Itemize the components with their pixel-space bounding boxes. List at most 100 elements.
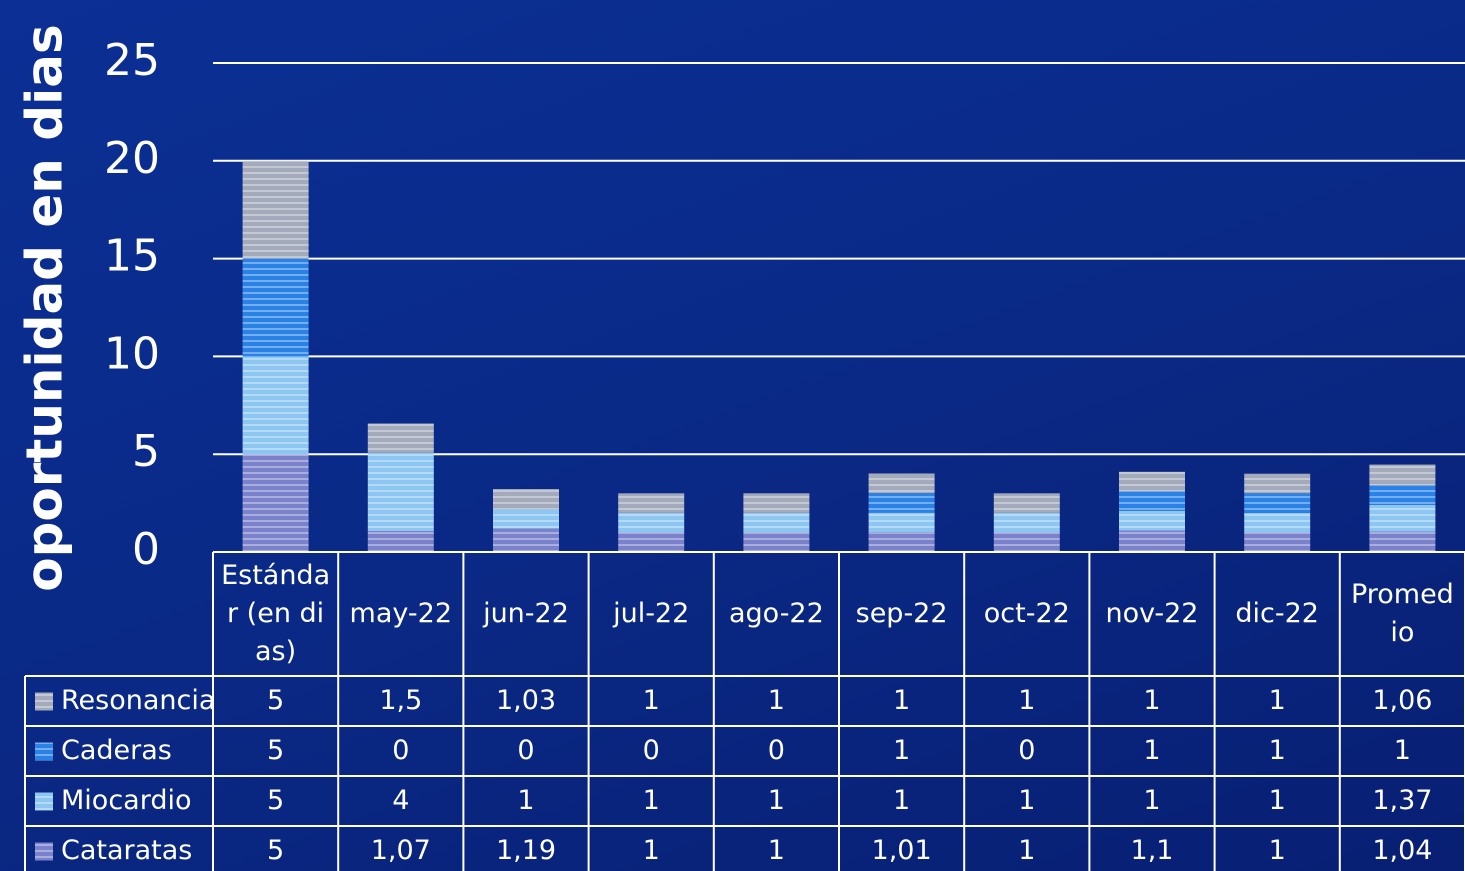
table-value: 1 [1018,685,1035,716]
table-value: 1 [768,785,785,816]
y-tick-label: 10 [104,328,160,379]
bar-segment [493,509,559,529]
bar-segment [1119,511,1185,531]
table-value: 1 [643,835,660,866]
table-value: 1 [1018,835,1035,866]
table-value: 1 [768,685,785,716]
table-value: 1 [1269,785,1286,816]
y-axis-title: oportunidad en dias [16,24,74,591]
bar-segment [994,513,1060,533]
table-value: 5 [267,735,284,766]
bar-segment [743,493,809,513]
bar-segment [1119,491,1185,511]
table-value: 1 [1269,735,1286,766]
bar-segment [368,423,434,452]
y-tick-label: 5 [132,426,160,477]
bar-segment [994,493,1060,513]
legend-swatch [35,743,53,761]
bar-segment [1369,485,1435,505]
table-value: 4 [392,785,409,816]
bar-segment [869,513,935,533]
table-value: 1 [893,685,910,716]
bar-segment [1369,465,1435,486]
bar-segment [618,493,684,513]
table-value: 1,5 [379,685,422,716]
table-value: 1,01 [872,835,932,866]
legend-label: Resonancia [61,685,215,716]
y-tick-label: 15 [104,231,160,282]
category-label: Promedio [1340,552,1465,676]
category-label: sep-22 [839,552,964,676]
bar-segment [243,161,309,259]
chart: oportunidad en dias 0510152025Resonancia… [0,0,1465,871]
bar-segment [1119,472,1185,492]
category-label: dic-22 [1215,552,1340,676]
y-tick-label: 20 [104,133,160,184]
bar-segment [618,532,684,552]
table-value: 1 [643,685,660,716]
table-value: 1,03 [496,685,556,716]
table-value: 0 [643,735,660,766]
bar-segment [493,529,559,552]
table-value: 1 [893,785,910,816]
table-value: 1,04 [1372,835,1432,866]
legend-label: Cataratas [61,835,192,866]
table-value: 5 [267,685,284,716]
legend-swatch [35,843,53,861]
bar-segment [493,489,559,509]
table-value: 1 [517,785,534,816]
bar-segment [243,454,309,552]
bar-segment [1244,474,1310,494]
legend-swatch [35,693,53,711]
table-value: 1,19 [496,835,556,866]
table-value: 1,07 [371,835,431,866]
table-value: 0 [768,735,785,766]
bar-segment [1369,532,1435,552]
table-value: 5 [267,785,284,816]
table-value: 1 [1269,685,1286,716]
table-value: 1,06 [1372,685,1432,716]
bar-segment [869,493,935,513]
category-label: Estándar (en dias) [213,552,338,676]
category-label: nov-22 [1089,552,1214,676]
table-value: 1 [1394,735,1411,766]
bar-segment [743,513,809,533]
legend-label: Miocardio [61,785,192,816]
table-value: 0 [1018,735,1035,766]
table-value: 1 [1269,835,1286,866]
bar-segment [869,474,935,494]
table-value: 5 [267,835,284,866]
bar-segment [1244,493,1310,513]
table-value: 1 [1143,735,1160,766]
legend-swatch [35,793,53,811]
bar-segment [1244,532,1310,552]
y-tick-label: 0 [132,524,160,575]
bar-segment [994,532,1060,552]
category-label: oct-22 [964,552,1089,676]
table-value: 1 [1143,685,1160,716]
table-value: 0 [392,735,409,766]
table-value: 1 [1018,785,1035,816]
category-label: jul-22 [589,552,714,676]
table-value: 1 [643,785,660,816]
category-label: jun-22 [463,552,588,676]
table-value: 1 [768,835,785,866]
bar-segment [618,513,684,533]
bar-segment [243,259,309,357]
bar-segment [869,532,935,552]
table-value: 1,37 [1372,785,1432,816]
category-label: may-22 [338,552,463,676]
legend-label: Caderas [61,735,172,766]
category-label: ago-22 [714,552,839,676]
table-value: 1,1 [1131,835,1174,866]
y-tick-label: 25 [104,35,160,86]
bar-segment [1369,505,1435,532]
bar-segment [1119,530,1185,552]
bar-segment [368,531,434,552]
bar-segment [368,453,434,531]
table-value: 1 [1143,785,1160,816]
table-value: 1 [893,735,910,766]
bar-segment [1244,513,1310,533]
bar-segment [743,532,809,552]
chart-page: oportunidad en dias 0510152025Resonancia… [0,0,1465,871]
